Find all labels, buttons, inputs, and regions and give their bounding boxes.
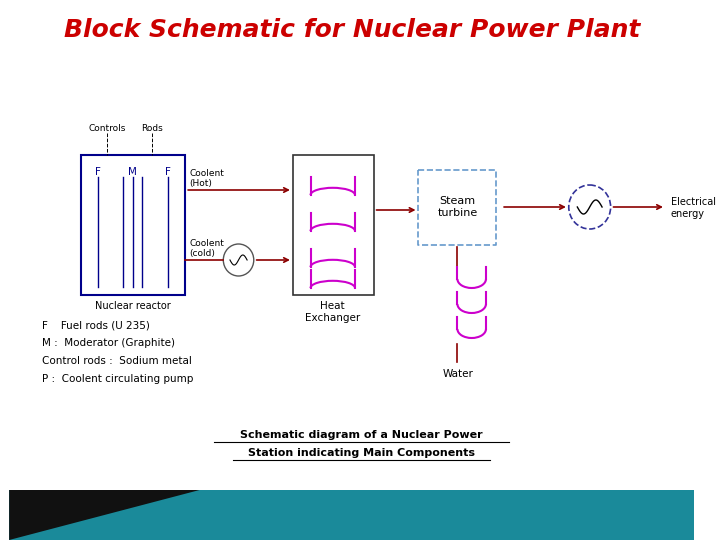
- Text: Rods: Rods: [141, 124, 163, 133]
- Text: Nuclear reactor: Nuclear reactor: [95, 301, 171, 311]
- Text: F    Fuel rods (U 235): F Fuel rods (U 235): [42, 320, 150, 330]
- Text: Coolent
(cold): Coolent (cold): [189, 239, 224, 258]
- Text: M :  Moderator (Graphite): M : Moderator (Graphite): [42, 338, 176, 348]
- Bar: [81, 155, 185, 295]
- Text: P :  Coolent circulating pump: P : Coolent circulating pump: [42, 374, 194, 384]
- Text: Schematic diagram of a Nuclear Power: Schematic diagram of a Nuclear Power: [240, 430, 482, 440]
- Bar: [9, 490, 694, 540]
- Text: Coolent
(Hot): Coolent (Hot): [189, 168, 224, 188]
- Text: Station indicating Main Components: Station indicating Main Components: [248, 448, 474, 458]
- Text: F: F: [95, 167, 101, 177]
- Text: M: M: [128, 167, 138, 177]
- Text: F: F: [165, 167, 171, 177]
- Text: Block Schematic for Nuclear Power Plant: Block Schematic for Nuclear Power Plant: [63, 18, 640, 42]
- Bar: [293, 155, 374, 295]
- Text: Electrical
energy: Electrical energy: [670, 197, 716, 219]
- Text: Control rods :  Sodium metal: Control rods : Sodium metal: [42, 356, 192, 366]
- Text: Steam
turbine: Steam turbine: [437, 196, 477, 218]
- Text: Water: Water: [443, 369, 474, 379]
- Polygon shape: [9, 490, 199, 540]
- Text: Controls: Controls: [89, 124, 126, 133]
- Text: Heat
Exchanger: Heat Exchanger: [305, 301, 361, 322]
